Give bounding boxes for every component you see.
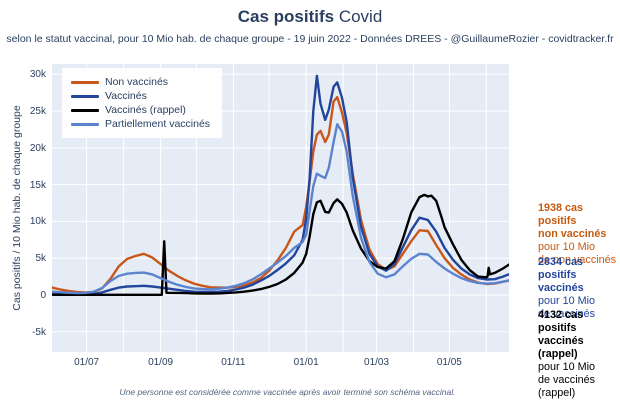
y-tick-label: 25k bbox=[29, 106, 46, 118]
y-tick-label: 30k bbox=[29, 69, 46, 81]
y-tick-label: -5k bbox=[32, 326, 46, 338]
legend-item-non-vaccines[interactable]: Non vaccinés bbox=[71, 75, 210, 89]
legend-item-vaccines-rappel[interactable]: Vaccinés (rappel) bbox=[71, 103, 210, 117]
legend-label: Non vaccinés bbox=[105, 76, 169, 88]
legend-label: Vaccinés bbox=[105, 90, 147, 102]
annotation-non-vaccines: 1938 cas positifs non vaccinés pour 10 M… bbox=[538, 202, 618, 267]
y-axis-title: Cas positifs / 10 Mio hab. de chaque gro… bbox=[11, 105, 23, 311]
legend-label: Partiellement vaccinés bbox=[105, 118, 211, 130]
annotation-group: vaccinés (rappel) bbox=[538, 335, 584, 360]
legend: Non vaccinés Vaccinés Vaccinés (rappel) … bbox=[62, 68, 223, 138]
annotation-group: vaccinés bbox=[538, 282, 584, 294]
annotation-value: 4132 cas positifs bbox=[538, 309, 584, 334]
legend-swatch-partiellement-vaccines bbox=[71, 122, 99, 126]
annotation-detail: pour 10 Mio bbox=[538, 295, 596, 307]
page-title: Cas positifs Covid bbox=[0, 7, 620, 27]
annotation-detail: de vaccinés bbox=[538, 308, 596, 320]
x-tick-label: 01/05 bbox=[436, 357, 462, 368]
annotation-detail: pour 10 Mio bbox=[538, 361, 596, 373]
annotation-group: non vaccinés bbox=[538, 228, 607, 240]
title-regular: Covid bbox=[338, 7, 383, 26]
legend-swatch-non-vaccines bbox=[71, 80, 99, 84]
x-tick-label: 01/01 bbox=[293, 357, 319, 368]
x-tick-label: 01/11 bbox=[221, 357, 246, 368]
legend-item-partiellement-vaccines[interactable]: Partiellement vaccinés bbox=[71, 117, 210, 131]
legend-label: Vaccinés (rappel) bbox=[105, 104, 186, 116]
annotation-vaccines: 2834 cas positifs vaccinés pour 10 Mio d… bbox=[538, 256, 618, 321]
x-tick-label: 01/03 bbox=[364, 357, 390, 368]
y-tick-label: 0 bbox=[40, 289, 46, 301]
y-tick-label: 20k bbox=[29, 142, 46, 154]
title-bold: Cas positifs bbox=[237, 7, 335, 26]
x-tick-label: 01/09 bbox=[148, 357, 174, 368]
annotation-detail: de non vaccinés bbox=[538, 254, 617, 266]
y-tick-label: 10k bbox=[29, 216, 46, 228]
plot-area[interactable]: Non vaccinés Vaccinés Vaccinés (rappel) … bbox=[52, 64, 509, 352]
annotation-value: 1938 cas positifs bbox=[538, 202, 584, 227]
annotation-vaccines-rappel: 4132 cas positifs vaccinés (rappel) pour… bbox=[538, 309, 618, 400]
annotation-value: 2834 cas positifs bbox=[538, 256, 584, 281]
annotation-detail: pour 10 Mio bbox=[538, 241, 596, 253]
legend-item-vaccines[interactable]: Vaccinés bbox=[71, 89, 210, 103]
x-tick-label: 01/07 bbox=[74, 357, 100, 368]
chart-subtitle: selon le statut vaccinal, pour 10 Mio ha… bbox=[6, 33, 614, 45]
y-tick-label: 5k bbox=[35, 253, 46, 265]
annotation-detail: de vaccinés (rappel) bbox=[538, 374, 596, 399]
legend-swatch-vaccines bbox=[71, 94, 99, 98]
legend-swatch-vaccines-rappel bbox=[71, 108, 99, 112]
footnote: Une personne est considérée comme vaccin… bbox=[119, 387, 456, 397]
y-tick-label: 15k bbox=[29, 179, 46, 191]
